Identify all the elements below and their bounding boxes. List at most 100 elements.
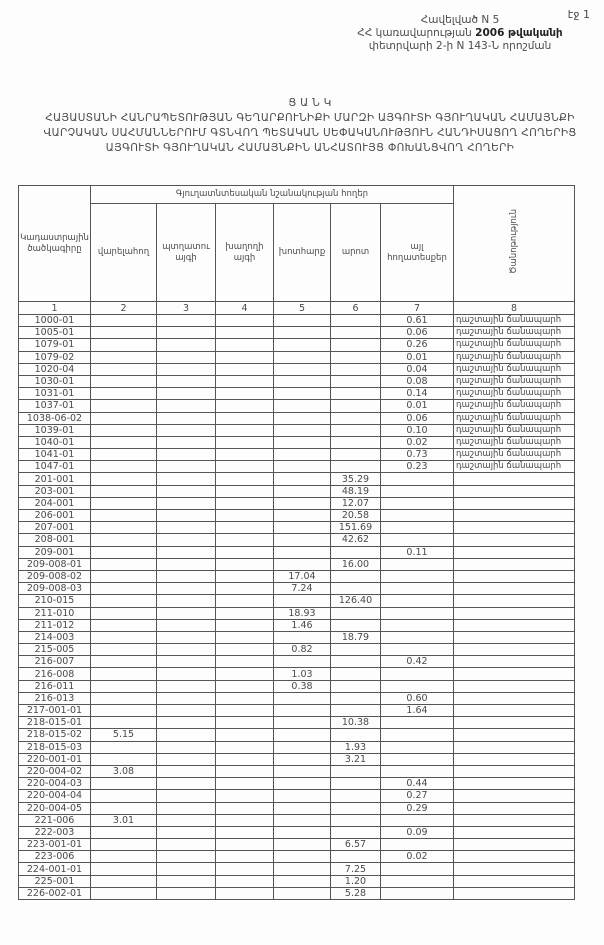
area-cell-c7	[380, 582, 454, 596]
area-cell-c3	[156, 764, 216, 779]
area-cell-c6	[330, 679, 381, 693]
cadastral-code-cell: 220-004-03	[18, 777, 91, 791]
area-cell-c5	[273, 862, 331, 876]
area-cell-c5	[273, 435, 331, 450]
table-row: 1020-04 0.04 դաշտային ճանապարհ	[18, 362, 575, 376]
note-cell: դաշտային ճանապարհ	[453, 313, 575, 328]
area-cell-c6	[330, 667, 381, 681]
table-row: 209-001 0.11	[18, 545, 575, 559]
area-cell-c5	[273, 728, 331, 742]
table-row: 1000-01 0.61 դաշտային ճանապարհ	[18, 313, 575, 328]
area-cell-c6	[330, 460, 381, 474]
note-cell	[453, 655, 575, 669]
area-cell-c4	[215, 387, 274, 401]
area-cell-c4	[215, 594, 274, 608]
cadastral-code-cell: 225-001	[18, 874, 91, 888]
area-cell-c4	[215, 557, 274, 571]
cadastral-code-cell: 222-003	[18, 825, 91, 840]
cadastral-code-cell: 203-001	[18, 484, 91, 498]
cadastral-code-cell: 207-001	[18, 521, 91, 535]
cadastral-code-cell: 226-002-01	[18, 886, 91, 901]
table-row: 217-001-01 1.64	[18, 703, 575, 718]
area-cell-c7: 0.26	[380, 338, 454, 352]
note-cell	[453, 716, 575, 730]
cadastral-code-cell: 209-008-02	[18, 569, 91, 584]
area-cell-c4	[215, 362, 274, 376]
area-cell-c6	[330, 411, 381, 425]
area-cell-c6: 1.20	[330, 874, 381, 888]
cadastral-code-cell: 215-005	[18, 643, 91, 657]
note-cell	[453, 618, 575, 632]
area-cell-c6	[330, 813, 381, 827]
area-cell-c7	[380, 679, 454, 693]
cadastral-code-cell: 209-008-03	[18, 582, 91, 596]
area-cell-c3	[156, 886, 216, 901]
cadastral-code-cell: 214-003	[18, 630, 91, 645]
area-cell-c7	[380, 886, 454, 901]
area-cell-c4	[215, 655, 274, 669]
document-title: Ց Ա Ն Կ ՀԱՅԱՍՏԱՆԻ ՀԱՆՐԱՊԵՏՈՒԹՅԱՆ ԳԵՂԱՐՔՈ…	[40, 96, 580, 156]
area-cell-c3	[156, 862, 216, 876]
area-cell-c4	[215, 618, 274, 632]
table-row: 206-001 20.58	[18, 508, 575, 523]
cadastral-code-cell: 220-004-04	[18, 789, 91, 803]
area-cell-c2	[90, 838, 157, 852]
area-cell-c4	[215, 789, 274, 803]
area-cell-c4	[215, 691, 274, 706]
area-cell-c2	[90, 667, 157, 681]
note-cell	[453, 801, 575, 815]
area-cell-c7	[380, 764, 454, 779]
area-cell-c2	[90, 691, 157, 706]
area-cell-c4	[215, 886, 274, 901]
area-cell-c6	[330, 825, 381, 840]
area-cell-c5	[273, 411, 331, 425]
area-cell-c5	[273, 630, 331, 645]
area-cell-c4	[215, 643, 274, 657]
cadastral-code-cell: 1037-01	[18, 399, 91, 413]
area-cell-c3	[156, 496, 216, 511]
area-cell-c3	[156, 728, 216, 742]
area-cell-c2	[90, 411, 157, 425]
area-cell-c2	[90, 387, 157, 401]
area-cell-c5	[273, 533, 331, 547]
column-number: 6	[330, 301, 381, 315]
area-cell-c2: 5.15	[90, 728, 157, 742]
note-cell: դաշտային ճանապարհ	[453, 338, 575, 352]
area-cell-c6	[330, 789, 381, 803]
table-row: 209-008-02 17.04	[18, 569, 575, 584]
cadastral-code-cell: 1041-01	[18, 448, 91, 462]
table-row: 203-001 48.19	[18, 484, 575, 498]
area-cell-c4	[215, 838, 274, 852]
area-cell-c3	[156, 655, 216, 669]
note-cell: դաշտային ճանապարհ	[453, 435, 575, 450]
area-cell-c5	[273, 374, 331, 389]
area-cell-c5	[273, 521, 331, 535]
area-cell-c7: 0.06	[380, 411, 454, 425]
note-cell	[453, 557, 575, 571]
area-cell-c7	[380, 569, 454, 584]
area-cell-c6	[330, 423, 381, 437]
note-cell	[453, 569, 575, 584]
area-cell-c2	[90, 679, 157, 693]
area-cell-c7: 0.23	[380, 460, 454, 474]
area-cell-c5	[273, 545, 331, 559]
note-cell	[453, 740, 575, 754]
area-cell-c6	[330, 569, 381, 584]
area-cell-c5	[273, 350, 331, 364]
table-row: 1041-01 0.73 դաշտային ճանապարհ	[18, 448, 575, 462]
area-cell-c5	[273, 399, 331, 413]
cadastral-code-cell: 1040-01	[18, 435, 91, 450]
note-cell	[453, 521, 575, 535]
table-row: 210-015 126.40	[18, 594, 575, 608]
cadastral-code-cell: 221-006	[18, 813, 91, 827]
table-row: 207-001 151.69	[18, 521, 575, 535]
table-row: 1037-01 0.01 դաշտային ճանապարհ	[18, 399, 575, 413]
area-cell-c7: 0.01	[380, 350, 454, 364]
area-cell-c6	[330, 728, 381, 742]
table-row: 216-007 0.42	[18, 655, 575, 669]
area-cell-c3	[156, 679, 216, 693]
area-cell-c3	[156, 435, 216, 450]
table-row: 1040-01 0.02 դաշտային ճանապարհ	[18, 435, 575, 450]
area-cell-c4	[215, 850, 274, 864]
